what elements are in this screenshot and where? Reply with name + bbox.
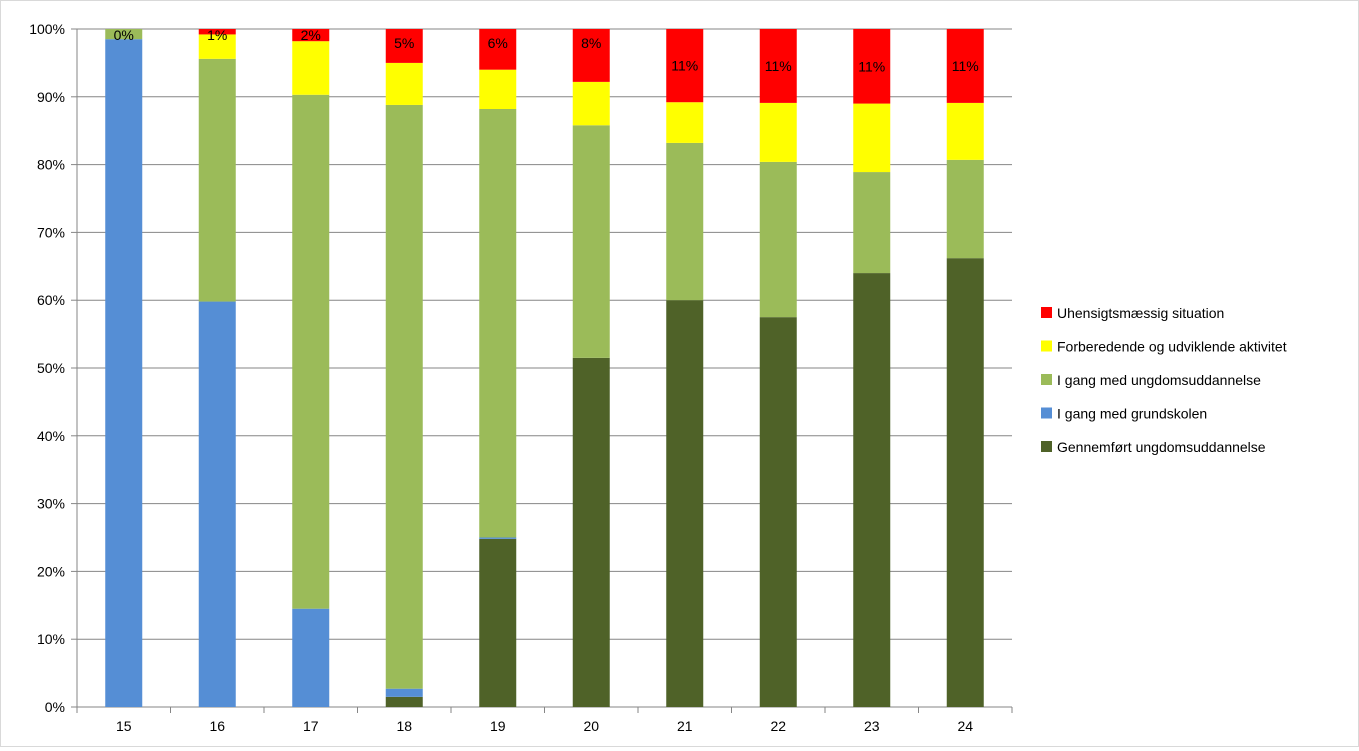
y-tick-label: 80% (37, 157, 65, 173)
x-tick-label: 22 (770, 718, 786, 734)
bar-segment (105, 29, 143, 40)
bar-segment (759, 161, 797, 318)
legend-swatch (1041, 407, 1052, 419)
bar-segment (853, 172, 891, 274)
y-tick-label: 90% (37, 89, 65, 105)
bar-segment (572, 357, 610, 707)
x-tick-label: 21 (677, 718, 693, 734)
y-tick-label: 100% (29, 21, 65, 37)
x-tick-label: 20 (583, 718, 599, 734)
bar-segment (946, 29, 984, 103)
bar-segment (292, 29, 330, 42)
bar-segment (198, 34, 236, 59)
bar-segment (479, 538, 517, 707)
x-tick-label: 15 (116, 718, 132, 734)
bar-segment (479, 29, 517, 70)
legend-label: Uhensigtsmæssig situation (1057, 305, 1224, 321)
bar-segment (479, 537, 517, 539)
data-label: 11% (671, 58, 698, 74)
bar-segment (759, 317, 797, 707)
bar-segment (759, 29, 797, 103)
legend-swatch (1041, 340, 1052, 352)
data-label: 6% (488, 35, 508, 51)
legend-label: Forberedende og udviklende aktivitet (1057, 339, 1287, 355)
data-label: 5% (394, 35, 414, 51)
y-tick-label: 40% (37, 428, 65, 444)
y-tick-label: 20% (37, 563, 65, 579)
bar-segment (946, 102, 984, 160)
bar-segment (385, 688, 423, 697)
y-tick-label: 0% (45, 699, 65, 715)
x-tick-label: 19 (490, 718, 506, 734)
y-tick-label: 30% (37, 496, 65, 512)
bar-segment (946, 159, 984, 259)
data-label: 2% (301, 27, 321, 43)
legend-label: I gang med grundskolen (1057, 406, 1207, 422)
bar-segment (572, 125, 610, 358)
bar-segment (385, 104, 423, 689)
x-tick-label: 16 (209, 718, 225, 734)
bar-segment (198, 301, 236, 707)
legend-label: Gennemført ungdomsuddannelse (1057, 439, 1266, 455)
bar-segment (198, 29, 236, 35)
x-tick-label: 18 (396, 718, 412, 734)
bar-segment (198, 58, 236, 302)
data-label: 11% (952, 58, 979, 74)
y-tick-label: 10% (37, 631, 65, 647)
y-tick-label: 60% (37, 292, 65, 308)
legend-swatch (1041, 441, 1052, 452)
bar-segment (479, 109, 517, 538)
bar-segment (292, 41, 330, 95)
bar-segment (853, 273, 891, 707)
bar-segment (572, 29, 610, 82)
bar-segment (292, 94, 330, 609)
bar-segment (385, 62, 423, 105)
x-tick-label: 23 (864, 718, 880, 734)
bar-segment (853, 103, 891, 173)
x-tick-label: 17 (303, 718, 319, 734)
data-label: 8% (581, 35, 601, 51)
bar-segment (666, 102, 704, 143)
data-label: 11% (765, 58, 792, 74)
data-label: 11% (858, 58, 885, 74)
bar-segment (759, 102, 797, 162)
bar-segment (853, 29, 891, 104)
bar-segment (385, 29, 423, 63)
bar-segment (105, 39, 143, 708)
bar-segment (666, 29, 704, 103)
bar-segment (572, 81, 610, 126)
bar-segment (479, 69, 517, 110)
bar-segment (666, 142, 704, 301)
legend-swatch (1041, 307, 1052, 318)
data-label: 0% (114, 27, 134, 43)
legend-swatch (1041, 374, 1052, 385)
bar-segment (946, 258, 984, 707)
y-tick-label: 70% (37, 224, 65, 240)
bar-segment (292, 608, 330, 707)
data-label: 1% (207, 27, 227, 43)
bar-segment (385, 696, 423, 707)
bar-segment (666, 300, 704, 707)
legend-label: I gang med ungdomsuddannelse (1057, 372, 1261, 388)
x-tick-label: 24 (957, 718, 973, 734)
y-tick-label: 50% (37, 360, 65, 376)
